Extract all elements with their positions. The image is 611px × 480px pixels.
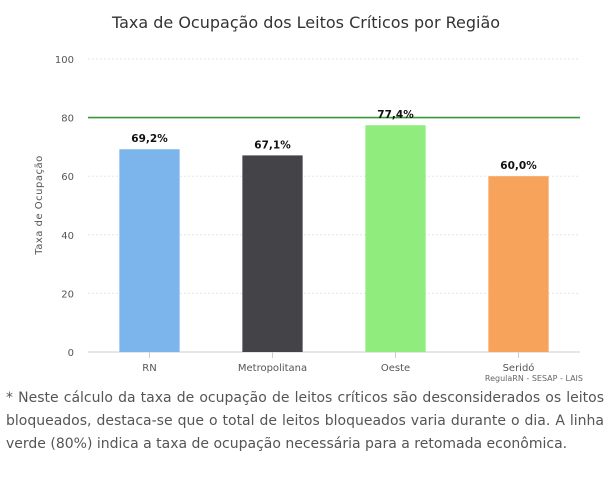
x-tick-label: Metropolitana bbox=[238, 363, 307, 374]
chart-title: Taxa de Ocupação dos Leitos Críticos por… bbox=[111, 13, 500, 32]
data-labels: 69,2% 67,1% 77,4% 60,0% bbox=[131, 109, 537, 172]
y-tick-label: 80 bbox=[61, 114, 74, 125]
x-tick-label: Oeste bbox=[381, 363, 410, 374]
y-axis-ticks: 0 20 40 60 80 100 bbox=[55, 55, 74, 359]
y-tick-label: 0 bbox=[68, 348, 74, 359]
bars bbox=[119, 125, 549, 352]
bar-chart: Taxa de Ocupação dos Leitos Críticos por… bbox=[34, 13, 583, 383]
bar-rn bbox=[119, 149, 180, 352]
footnote-text: * Neste cálculo da taxa de ocupação de l… bbox=[6, 390, 604, 452]
y-tick-label: 20 bbox=[61, 289, 74, 300]
chart-svg: Taxa de Ocupação dos Leitos Críticos por… bbox=[34, 13, 583, 383]
y-tick-label: 40 bbox=[61, 231, 74, 242]
data-label: 60,0% bbox=[500, 160, 537, 172]
bar-oeste bbox=[365, 125, 426, 352]
x-tick-label: RN bbox=[142, 363, 156, 374]
data-label: 69,2% bbox=[131, 133, 168, 145]
data-label: 67,1% bbox=[254, 139, 291, 151]
x-tick-label: Seridó bbox=[503, 362, 535, 374]
bar-metropolitana bbox=[242, 155, 303, 352]
chart-credits: RegulaRN - SESAP - LAIS bbox=[485, 374, 583, 383]
x-axis-ticks: RN Metropolitana Oeste Seridó bbox=[142, 352, 534, 374]
bar-seridó bbox=[488, 176, 549, 352]
y-tick-label: 60 bbox=[61, 172, 74, 183]
y-tick-label: 100 bbox=[55, 55, 74, 66]
y-axis-label: Taxa de Ocupação bbox=[34, 155, 45, 255]
data-label: 77,4% bbox=[377, 109, 414, 121]
